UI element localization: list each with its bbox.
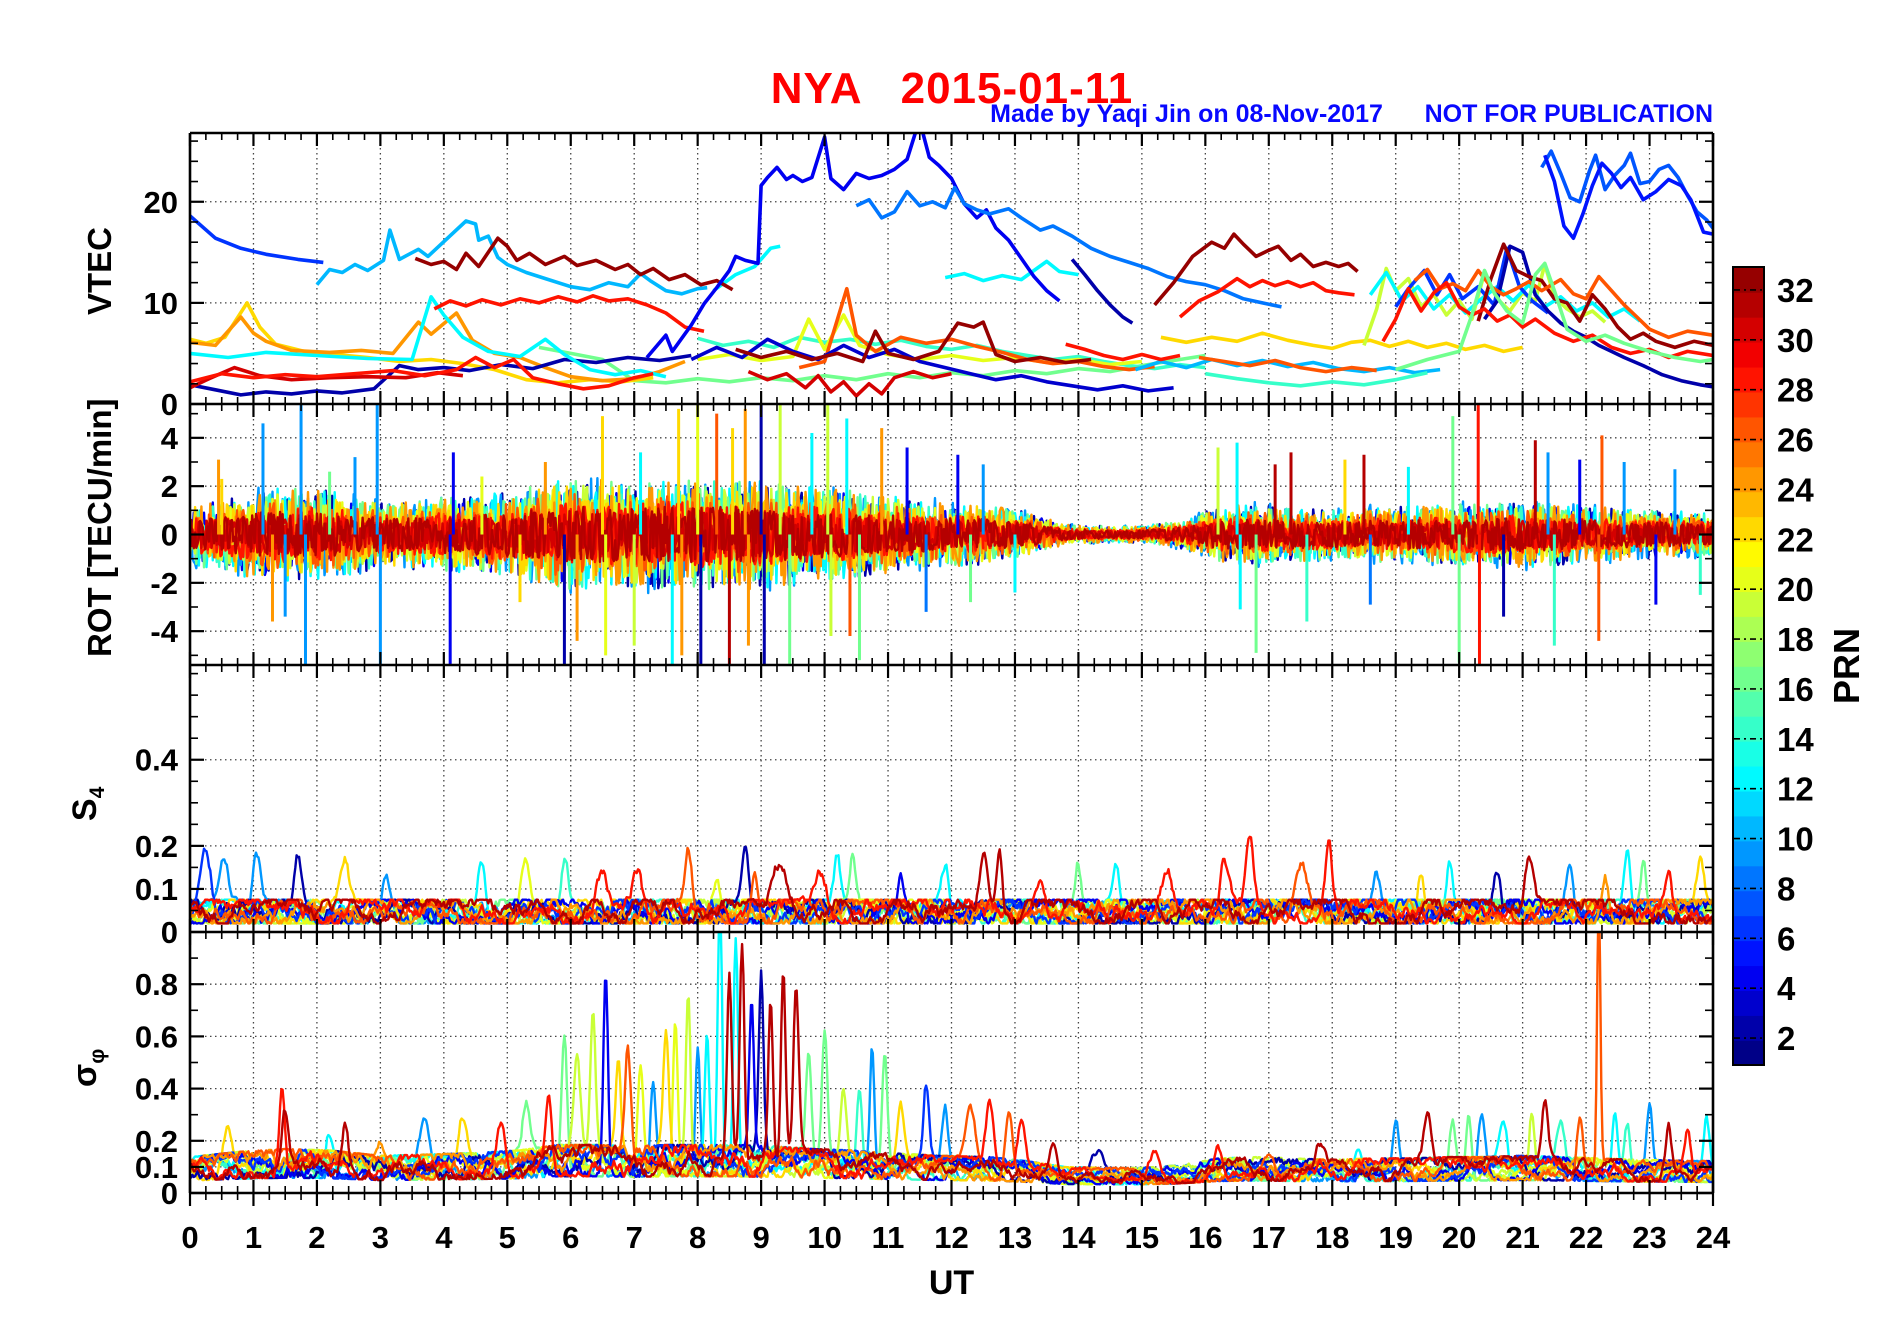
- svg-text:10: 10: [144, 286, 178, 321]
- svg-text:9: 9: [753, 1220, 770, 1255]
- made-by-text: Made by Yaqi Jin on 08-Nov-2017: [990, 100, 1383, 128]
- svg-text:5: 5: [499, 1220, 516, 1255]
- svg-text:8: 8: [689, 1220, 706, 1255]
- svg-text:0.4: 0.4: [135, 1072, 179, 1107]
- svg-text:14: 14: [1777, 721, 1814, 758]
- svg-text:10: 10: [1777, 821, 1814, 858]
- svg-text:20: 20: [1777, 571, 1814, 608]
- svg-text:4: 4: [161, 421, 179, 456]
- svg-text:18: 18: [1777, 621, 1814, 658]
- svg-text:4: 4: [1777, 970, 1796, 1007]
- svg-text:6: 6: [562, 1220, 579, 1255]
- svg-text:0.1: 0.1: [135, 1150, 178, 1185]
- svg-text:30: 30: [1777, 322, 1814, 359]
- svg-text:2: 2: [1777, 1020, 1795, 1057]
- svg-text:14: 14: [1061, 1220, 1096, 1255]
- svg-text:0: 0: [161, 518, 178, 553]
- svg-text:4: 4: [435, 1220, 453, 1255]
- svg-text:0.1: 0.1: [135, 872, 178, 907]
- x-axis-label: UT: [928, 1264, 975, 1302]
- svg-text:20: 20: [144, 185, 178, 220]
- svg-text:26: 26: [1777, 422, 1814, 459]
- svg-text:7: 7: [626, 1220, 643, 1255]
- svg-text:8: 8: [1777, 870, 1795, 907]
- not-for-publication-watermark: NOT FOR PUBLICATION: [1424, 100, 1713, 128]
- spacer: [1383, 100, 1425, 128]
- svg-text:11: 11: [872, 1220, 905, 1255]
- svg-text:24: 24: [1777, 471, 1814, 508]
- y-axis-label-rot: ROT [TECU/min]: [81, 398, 118, 657]
- svg-text:0.6: 0.6: [135, 1019, 178, 1054]
- svg-text:-2: -2: [150, 566, 178, 601]
- svg-text:0: 0: [161, 387, 178, 422]
- svg-text:2: 2: [161, 469, 178, 504]
- colorbar-label: PRN: [1826, 628, 1867, 705]
- svg-text:32: 32: [1777, 272, 1814, 309]
- chart-title: NYA 2015-01-11: [770, 64, 1134, 113]
- svg-text:0.2: 0.2: [135, 1124, 178, 1159]
- svg-text:0: 0: [181, 1220, 198, 1255]
- svg-text:21: 21: [1505, 1220, 1539, 1255]
- svg-text:6: 6: [1777, 920, 1795, 957]
- svg-text:13: 13: [998, 1220, 1032, 1255]
- svg-text:0: 0: [161, 1176, 178, 1211]
- svg-text:18: 18: [1315, 1220, 1349, 1255]
- svg-text:1: 1: [245, 1220, 262, 1255]
- credit-line: Made by Yaqi Jin on 08-Nov-2017 NOT FOR …: [190, 100, 1713, 129]
- y-axis-label-vtec: VTEC: [81, 227, 118, 316]
- svg-text:20: 20: [1442, 1220, 1476, 1255]
- svg-text:12: 12: [934, 1220, 968, 1255]
- svg-text:16: 16: [1777, 671, 1814, 708]
- svg-text:17: 17: [1252, 1220, 1286, 1255]
- svg-text:0.4: 0.4: [135, 743, 179, 778]
- svg-text:28: 28: [1777, 372, 1814, 409]
- y-axis-label-s4: S4: [66, 786, 109, 822]
- svg-text:15: 15: [1125, 1220, 1159, 1255]
- svg-text:0: 0: [161, 915, 178, 950]
- svg-text:12: 12: [1777, 771, 1814, 808]
- svg-text:22: 22: [1569, 1220, 1603, 1255]
- y-axis-label-sigma-phi: σφ: [66, 1048, 109, 1088]
- svg-text:-4: -4: [150, 614, 178, 649]
- svg-text:0.2: 0.2: [135, 829, 178, 864]
- svg-text:0.8: 0.8: [135, 967, 178, 1002]
- svg-text:22: 22: [1777, 521, 1814, 558]
- svg-text:2: 2: [308, 1220, 325, 1255]
- svg-text:23: 23: [1632, 1220, 1666, 1255]
- svg-text:24: 24: [1696, 1220, 1731, 1255]
- svg-text:16: 16: [1188, 1220, 1222, 1255]
- svg-text:3: 3: [372, 1220, 389, 1255]
- svg-text:19: 19: [1378, 1220, 1412, 1255]
- svg-text:10: 10: [807, 1220, 841, 1255]
